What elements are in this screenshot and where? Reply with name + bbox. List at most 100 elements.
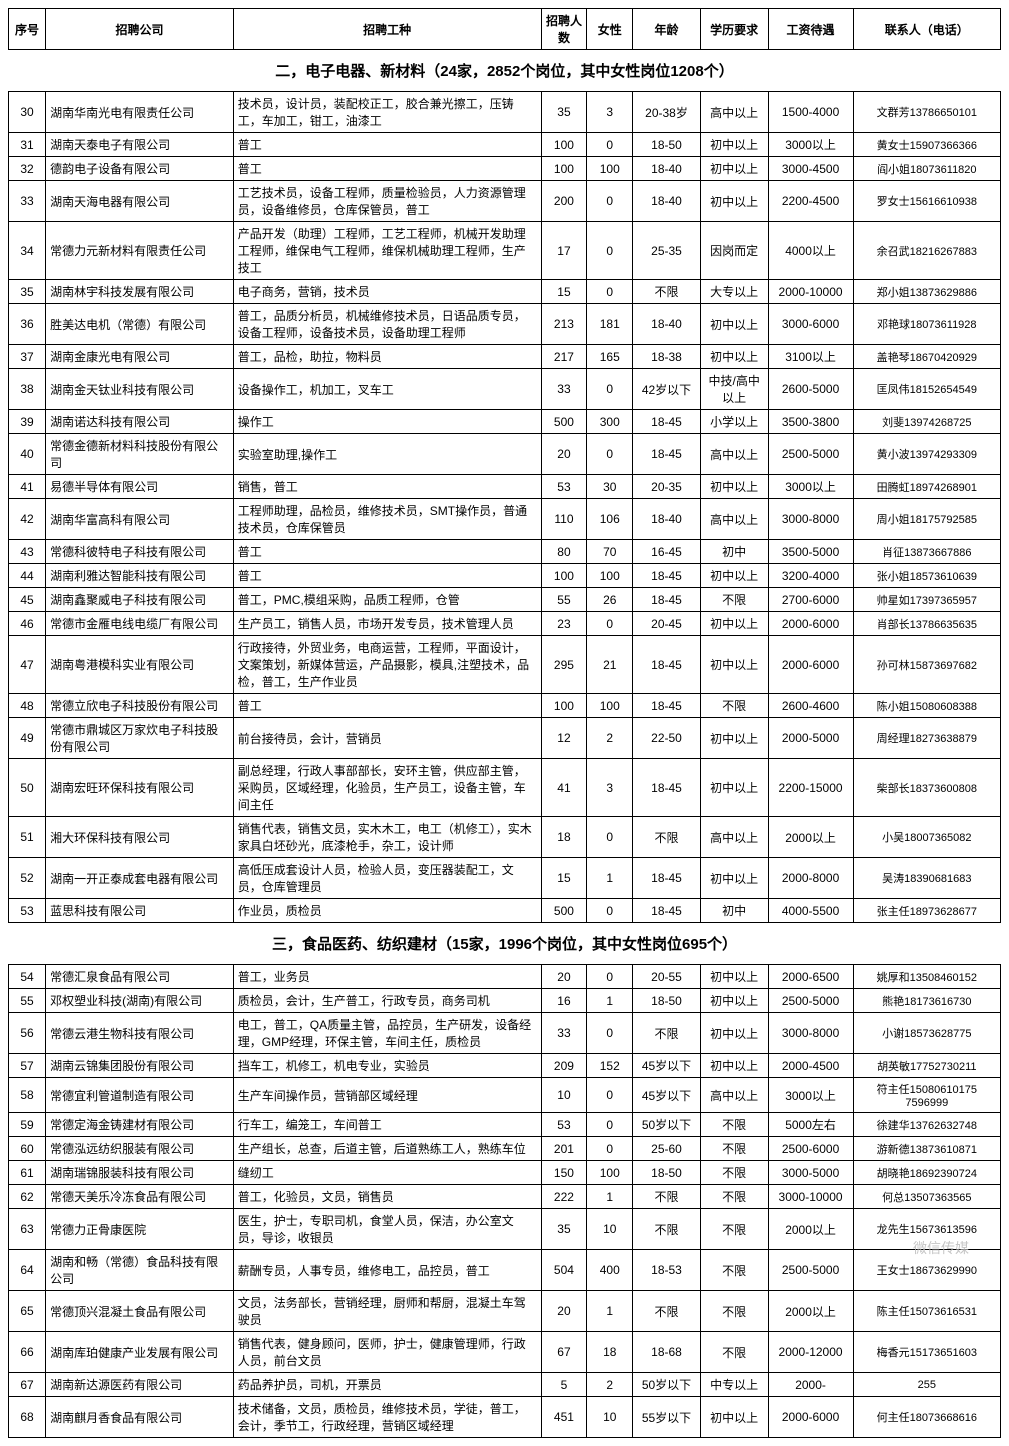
cell-salary: 2500-5000 xyxy=(768,1250,853,1291)
table-row: 52湖南一开正泰成套电器有限公司高低压成套设计人员，检验人员，变压器装配工，文员… xyxy=(9,858,1001,899)
cell-company: 常德市金雁电线电缆厂有限公司 xyxy=(46,612,234,636)
cell-job: 实验室助理,操作工 xyxy=(233,434,541,475)
cell-job: 普工，业务员 xyxy=(233,965,541,989)
cell-female: 30 xyxy=(587,475,633,499)
cell-contact: 符主任15080610175 7596999 xyxy=(853,1078,1000,1113)
cell-female: 0 xyxy=(587,434,633,475)
cell-count: 200 xyxy=(541,181,587,222)
cell-count: 213 xyxy=(541,304,587,345)
cell-seq: 64 xyxy=(9,1250,46,1291)
cell-seq: 47 xyxy=(9,636,46,694)
cell-female: 3 xyxy=(587,759,633,817)
cell-company: 常德金德新材料科技股份有限公司 xyxy=(46,434,234,475)
cell-seq: 55 xyxy=(9,989,46,1013)
cell-age: 不限 xyxy=(633,817,701,858)
cell-seq: 67 xyxy=(9,1373,46,1397)
cell-age: 18-40 xyxy=(633,181,701,222)
cell-salary: 3500-3800 xyxy=(768,410,853,434)
cell-salary: 3000以上 xyxy=(768,133,853,157)
cell-salary: 4000-5500 xyxy=(768,899,853,923)
cell-contact: 王女士18673629990 xyxy=(853,1250,1000,1291)
cell-age: 25-35 xyxy=(633,222,701,280)
cell-female: 0 xyxy=(587,612,633,636)
cell-salary: 2000-6500 xyxy=(768,965,853,989)
cell-job: 生产车间操作员，营销部区域经理 xyxy=(233,1078,541,1113)
cell-job: 挡车工，机修工，机电专业，实验员 xyxy=(233,1054,541,1078)
cell-job: 生产组长，总查，后道主管，后道熟练工人，熟练车位 xyxy=(233,1137,541,1161)
cell-edu: 初中以上 xyxy=(700,133,768,157)
cell-company: 湘大环保科技有限公司 xyxy=(46,817,234,858)
cell-job: 普工，PMC,模组采购，品质工程师，仓管 xyxy=(233,588,541,612)
cell-female: 100 xyxy=(587,564,633,588)
header-company: 招聘公司 xyxy=(46,9,234,50)
table-row: 34常德力元新材料有限责任公司产品开发（助理）工程师，工艺工程师，机械开发助理工… xyxy=(9,222,1001,280)
cell-edu: 初中以上 xyxy=(700,965,768,989)
cell-female: 70 xyxy=(587,540,633,564)
cell-contact: 刘斐13974268725 xyxy=(853,410,1000,434)
cell-company: 常德天美乐冷冻食品有限公司 xyxy=(46,1185,234,1209)
cell-edu: 初中 xyxy=(700,899,768,923)
cell-age: 不限 xyxy=(633,1291,701,1332)
cell-edu: 不限 xyxy=(700,1209,768,1250)
cell-seq: 37 xyxy=(9,345,46,369)
cell-count: 80 xyxy=(541,540,587,564)
cell-job: 普工，品质分析员，机械维修技术员，日语品质专员，设备工程师，设备技术员，设备助理… xyxy=(233,304,541,345)
cell-age: 22-50 xyxy=(633,718,701,759)
cell-edu: 高中以上 xyxy=(700,1078,768,1113)
cell-female: 0 xyxy=(587,1113,633,1137)
cell-count: 451 xyxy=(541,1397,587,1438)
cell-edu: 初中以上 xyxy=(700,181,768,222)
cell-count: 217 xyxy=(541,345,587,369)
cell-age: 18-45 xyxy=(633,694,701,718)
cell-edu: 初中以上 xyxy=(700,475,768,499)
cell-salary: 2200-4500 xyxy=(768,181,853,222)
cell-contact: 小谢18573628775 xyxy=(853,1013,1000,1054)
cell-edu: 不限 xyxy=(700,588,768,612)
table-row: 60常德泓远纺织服装有限公司生产组长，总查，后道主管，后道熟练工人，熟练车位20… xyxy=(9,1137,1001,1161)
cell-age: 不限 xyxy=(633,1209,701,1250)
cell-edu: 高中以上 xyxy=(700,92,768,133)
table-row: 62常德天美乐冷冻食品有限公司普工，化验员，文员，销售员2221不限不限3000… xyxy=(9,1185,1001,1209)
cell-company: 湖南华富高科有限公司 xyxy=(46,499,234,540)
table-row: 49常德市鼎城区万家炊电子科技股份有限公司前台接待员，会计，营销员12222-5… xyxy=(9,718,1001,759)
cell-salary: 2500-6000 xyxy=(768,1137,853,1161)
cell-count: 33 xyxy=(541,1013,587,1054)
cell-count: 222 xyxy=(541,1185,587,1209)
cell-age: 不限 xyxy=(633,1013,701,1054)
cell-salary: 2000以上 xyxy=(768,817,853,858)
cell-salary: 2200-15000 xyxy=(768,759,853,817)
cell-company: 湖南天泰电子有限公司 xyxy=(46,133,234,157)
header-job: 招聘工种 xyxy=(233,9,541,50)
cell-job: 普工 xyxy=(233,157,541,181)
cell-job: 普工 xyxy=(233,564,541,588)
cell-job: 缝纫工 xyxy=(233,1161,541,1185)
table-row: 68湖南麒月香食品有限公司技术储备，文员，质检员，维修技术员，学徒，普工，会计，… xyxy=(9,1397,1001,1438)
cell-seq: 43 xyxy=(9,540,46,564)
cell-female: 26 xyxy=(587,588,633,612)
cell-age: 20-38岁 xyxy=(633,92,701,133)
cell-job: 高低压成套设计人员，检验人员，变压器装配工，文员，仓库管理员 xyxy=(233,858,541,899)
cell-job: 前台接待员，会计，营销员 xyxy=(233,718,541,759)
cell-female: 100 xyxy=(587,157,633,181)
cell-company: 常德立欣电子科技股份有限公司 xyxy=(46,694,234,718)
cell-count: 41 xyxy=(541,759,587,817)
cell-company: 蓝思科技有限公司 xyxy=(46,899,234,923)
cell-salary: 2000-10000 xyxy=(768,280,853,304)
cell-salary: 2000以上 xyxy=(768,1291,853,1332)
cell-age: 18-45 xyxy=(633,899,701,923)
cell-female: 152 xyxy=(587,1054,633,1078)
cell-contact: 周小姐18175792585 xyxy=(853,499,1000,540)
cell-salary: 2700-6000 xyxy=(768,588,853,612)
cell-company: 湖南一开正泰成套电器有限公司 xyxy=(46,858,234,899)
header-count: 招聘人数 xyxy=(541,9,587,50)
cell-contact: 小吴18007365082 xyxy=(853,817,1000,858)
table-row: 38湖南金天钛业科技有限公司设备操作工，机加工，叉车工33042岁以下中技/高中… xyxy=(9,369,1001,410)
cell-contact: 胡晓艳18692390724 xyxy=(853,1161,1000,1185)
table-row: 42湖南华富高科有限公司工程师助理，品检员，维修技术员，SMT操作员，普通技术员… xyxy=(9,499,1001,540)
cell-job: 电工，普工，QA质量主管，品控员，生产研发，设备经理，GMP经理，环保主管，车间… xyxy=(233,1013,541,1054)
cell-job: 质检员，会计，生产普工，行政专员，商务司机 xyxy=(233,989,541,1013)
table-row: 67湖南新达源医药有限公司药品养护员，司机，开票员5250岁以下中专以上2000… xyxy=(9,1373,1001,1397)
cell-company: 邓权塑业科技(湖南)有限公司 xyxy=(46,989,234,1013)
cell-contact: 罗女士15616610938 xyxy=(853,181,1000,222)
cell-female: 165 xyxy=(587,345,633,369)
